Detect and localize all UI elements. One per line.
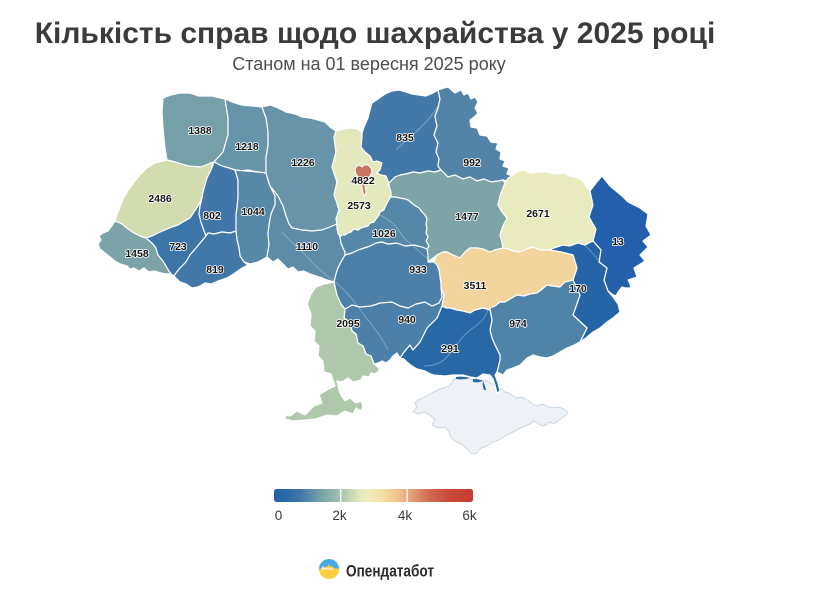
svg-text:6k: 6k: [462, 508, 477, 523]
svg-text:1458: 1458: [125, 248, 149, 260]
svg-text:2671: 2671: [526, 208, 550, 220]
svg-text:3511: 3511: [464, 280, 487, 292]
svg-text:2095: 2095: [336, 318, 360, 330]
svg-text:819: 819: [206, 264, 224, 276]
svg-text:802: 802: [203, 210, 221, 222]
svg-text:2k: 2k: [332, 508, 347, 523]
svg-text:291: 291: [441, 343, 459, 355]
svg-text:Опендатабот: Опендатабот: [346, 563, 434, 581]
svg-text:992: 992: [463, 157, 481, 169]
svg-text:0: 0: [275, 508, 283, 523]
svg-text:13: 13: [612, 236, 624, 248]
svg-text:2486: 2486: [148, 193, 172, 205]
svg-text:1110: 1110: [296, 241, 318, 253]
svg-text:835: 835: [396, 132, 414, 144]
svg-text:2573: 2573: [347, 200, 371, 212]
svg-text:723: 723: [169, 241, 187, 253]
svg-text:Станом на 01 вересня 2025 року: Станом на 01 вересня 2025 року: [232, 54, 506, 74]
svg-text:933: 933: [409, 264, 427, 276]
svg-text:940: 940: [398, 314, 416, 326]
svg-text:1026: 1026: [372, 228, 396, 240]
svg-text:170: 170: [569, 283, 587, 295]
svg-text:4822: 4822: [351, 175, 375, 187]
svg-text:1477: 1477: [455, 211, 479, 223]
svg-text:4k: 4k: [398, 508, 413, 523]
svg-text:1388: 1388: [188, 125, 212, 137]
svg-text:1226: 1226: [291, 157, 315, 169]
svg-text:Кількість справ щодо шахрайств: Кількість справ щодо шахрайства у 2025 р…: [35, 17, 716, 50]
svg-text:974: 974: [509, 318, 527, 330]
svg-text:1218: 1218: [235, 141, 259, 153]
svg-text:1044: 1044: [241, 206, 265, 218]
